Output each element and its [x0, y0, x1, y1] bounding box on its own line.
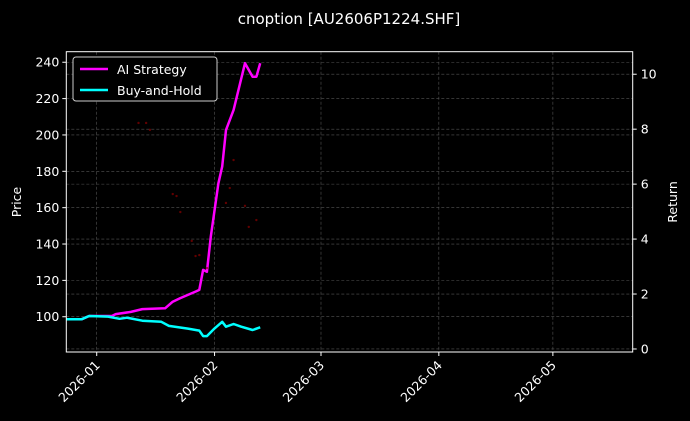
legend-box — [72, 56, 218, 102]
price-point — [144, 121, 148, 125]
price-point — [179, 210, 182, 214]
plot-marks — [66, 61, 262, 338]
y-right-tick-label: 0 — [641, 341, 649, 356]
price-point — [190, 239, 193, 243]
y-left-tick-label: 180 — [35, 164, 59, 179]
price-point — [194, 254, 197, 258]
price-point — [175, 194, 178, 198]
price-point — [255, 218, 258, 222]
y-right-tick-label: 10 — [641, 67, 657, 82]
price-point — [228, 186, 231, 190]
y-left-tick-label: 140 — [35, 237, 59, 252]
y-right-tick-label: 8 — [641, 122, 649, 137]
y-right-tick-label: 2 — [641, 287, 649, 302]
legend: AI Strategy Buy-and-Hold — [72, 56, 218, 102]
price-point — [205, 266, 209, 270]
y-right-tick-label: 6 — [641, 177, 649, 192]
y-left-tick-label: 240 — [35, 55, 59, 70]
price-point — [247, 225, 250, 229]
legend-label-ai-strategy: AI Strategy — [117, 62, 187, 77]
y-right-tick-label: 4 — [641, 232, 649, 247]
plot-frame — [65, 51, 634, 353]
price-point — [171, 192, 174, 196]
y-axis-right-label: Return — [665, 181, 680, 222]
price-point — [148, 128, 152, 132]
series-line-buy-and-hold — [66, 314, 261, 338]
chart-title: cnoption [AU2606P1224.SHF] — [238, 10, 461, 28]
y-left-tick-label: 160 — [35, 200, 59, 215]
grid — [66, 51, 633, 352]
y-left-tick-label: 100 — [35, 309, 59, 324]
y-axis-left-label: Price — [9, 186, 24, 217]
legend-label-buy-and-hold: Buy-and-Hold — [117, 83, 202, 98]
price-point — [137, 121, 140, 125]
y-left-tick-label: 120 — [35, 273, 59, 288]
y-left-tick-label: 200 — [35, 127, 59, 142]
price-point — [198, 253, 201, 257]
price-point — [232, 158, 235, 162]
price-point — [243, 204, 247, 208]
price-point — [224, 201, 228, 205]
series-line-ai-strategy — [66, 61, 262, 321]
y-left-tick-label: 220 — [35, 91, 59, 106]
